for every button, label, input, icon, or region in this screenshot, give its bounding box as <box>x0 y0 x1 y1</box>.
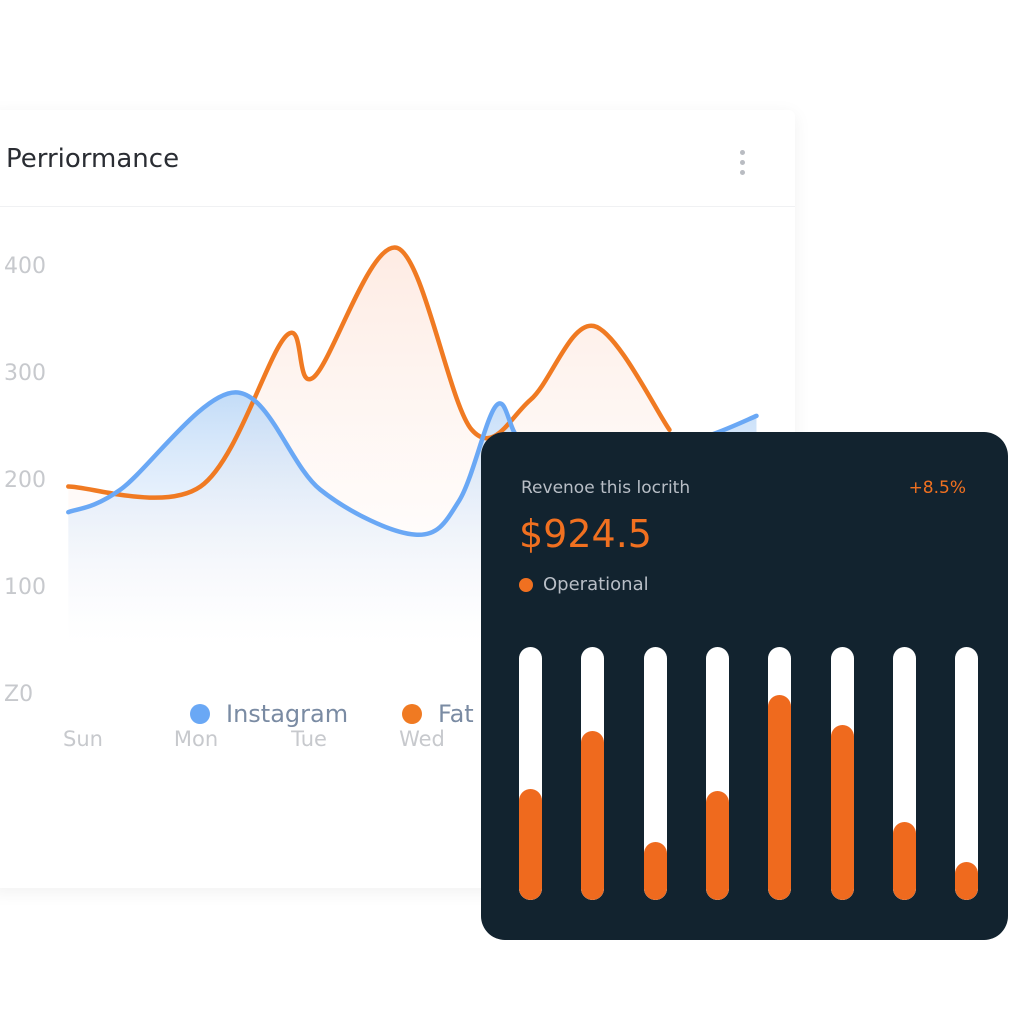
x-tick-label: Mon <box>174 727 218 751</box>
revenue-card: Revenoe this locrith +8.5% $924.5 Operat… <box>481 432 1008 940</box>
revenue-bar-fill <box>830 725 854 900</box>
revenue-bar-fill <box>705 791 729 900</box>
revenue-bar <box>581 647 605 900</box>
x-tick-label: Wed <box>399 727 445 751</box>
revenue-bar <box>955 647 979 900</box>
series-line-fat <box>66 245 672 500</box>
revenue-bar-fill <box>643 841 667 900</box>
legend-item-fat[interactable]: Fat <box>402 700 474 728</box>
revenue-bar-fill <box>768 695 792 900</box>
legend-item-instagram[interactable]: Instagram <box>190 700 348 728</box>
x-tick-label: Sun <box>63 727 103 751</box>
legend-dot <box>402 704 422 724</box>
revenue-bar-fill <box>955 862 979 900</box>
revenue-bar <box>643 647 667 900</box>
divider <box>0 206 795 207</box>
revenue-bar-fill <box>581 730 605 900</box>
revenue-change: +8.5% <box>908 478 966 498</box>
y-tick-label: 200 <box>4 468 46 493</box>
revenue-bar <box>705 647 729 900</box>
y-tick-label: 300 <box>4 361 46 386</box>
kebab-vertical-icon[interactable] <box>738 150 746 180</box>
revenue-bar <box>830 647 854 900</box>
revenue-label: Revenoe this locrith <box>521 478 691 498</box>
x-tick-label: Tue <box>290 727 327 751</box>
y-tick-label: 400 <box>4 254 46 279</box>
revenue-bar-fill <box>519 788 542 900</box>
revenue-bar <box>519 647 542 900</box>
legend-dot <box>190 704 210 724</box>
y-tick-label: Z0 <box>4 682 33 707</box>
legend-label: Fat <box>438 700 474 728</box>
revenue-bar <box>892 647 916 900</box>
legend-label: Instagram <box>226 700 349 728</box>
revenue-bar-fill <box>892 821 916 900</box>
revenue-bar <box>768 647 792 900</box>
revenue-value: $924.5 <box>519 512 652 556</box>
status-dot <box>519 577 533 592</box>
status-label: Operational <box>543 574 649 595</box>
panel-title: Perriormance <box>6 144 180 174</box>
status-badge: Operational <box>519 574 649 595</box>
y-tick-label: 100 <box>4 575 46 600</box>
